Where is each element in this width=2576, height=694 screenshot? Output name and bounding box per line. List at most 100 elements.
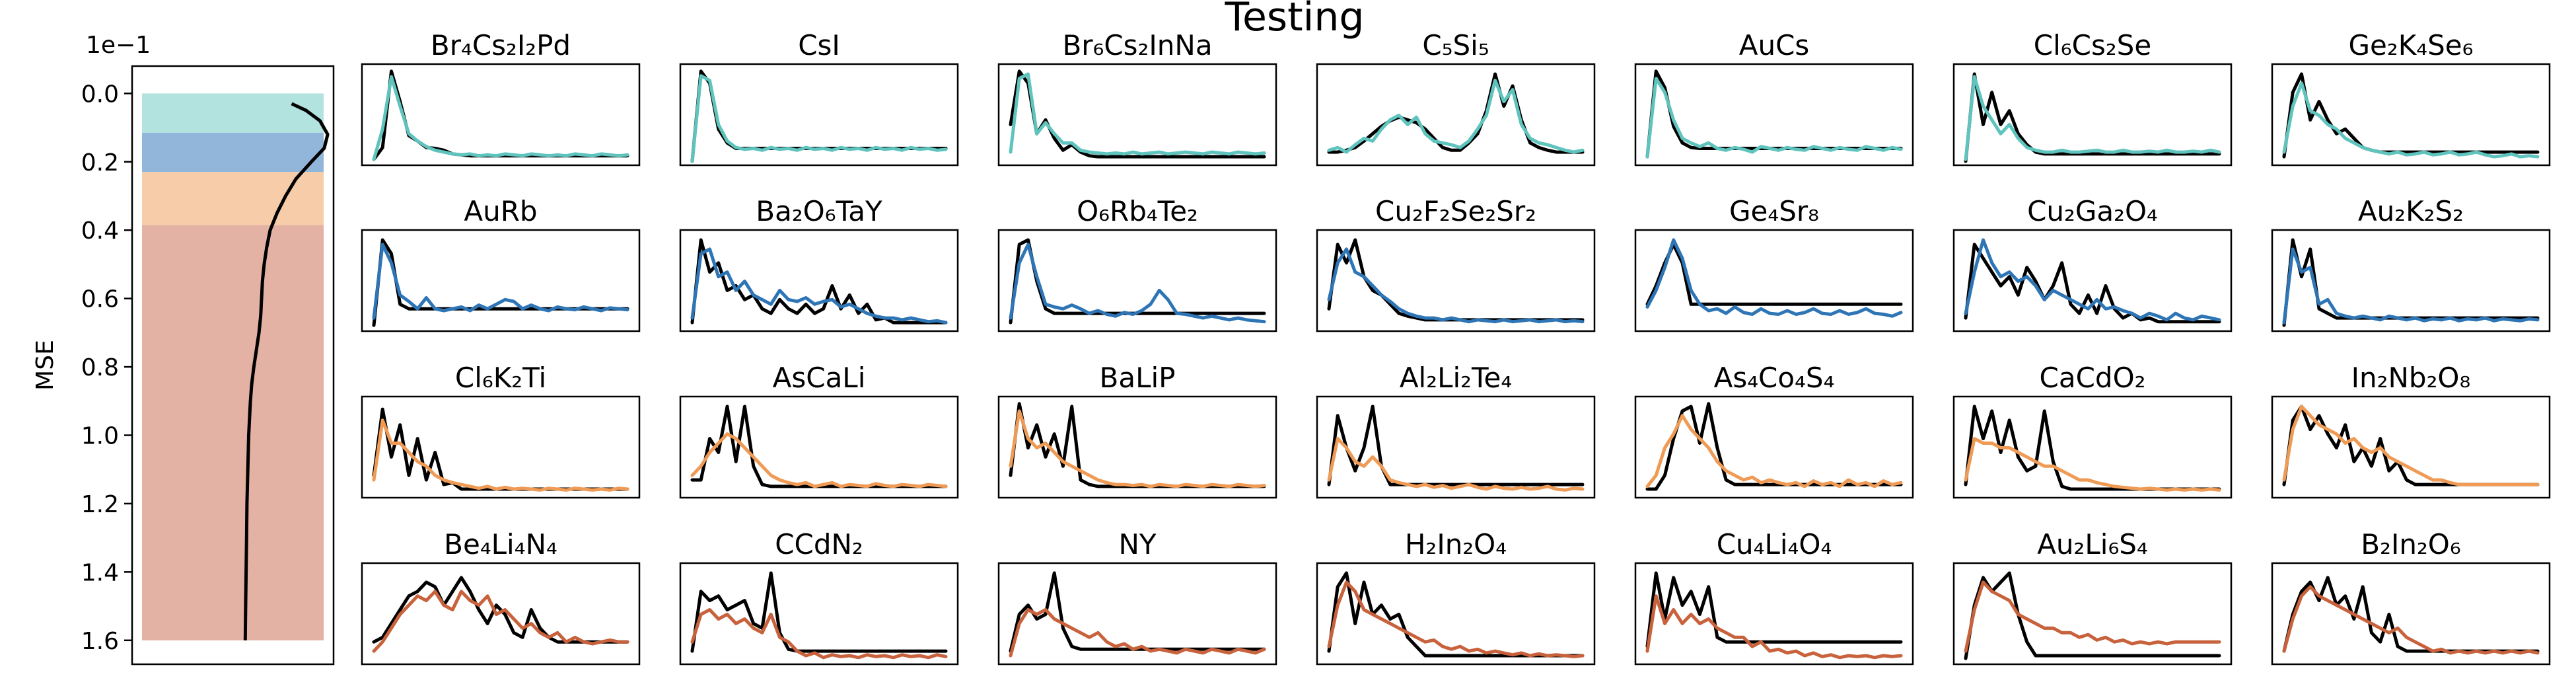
y-tick-label: 0.6	[81, 286, 119, 313]
spectrum-panel: Al₂Li₂Te₄	[1316, 362, 1596, 499]
panel-frame	[997, 395, 1277, 499]
panel-frame	[1316, 63, 1596, 167]
panel-frame	[361, 63, 641, 167]
y-tick-label: 1.4	[81, 559, 119, 586]
spectra-grid: Br₄Cs₂I₂Pd CsI Br₆Cs₂InNa C₅Si₅ AuCs Cl₆Cs₂Se…	[361, 29, 2551, 666]
prediction-line	[1327, 79, 1585, 154]
panel-frame	[679, 63, 959, 167]
y-offset-label: 1e−1	[86, 32, 151, 59]
panel-frame	[1634, 395, 1914, 499]
y-tick-label: 0.4	[81, 217, 119, 245]
panel-frame	[997, 63, 1277, 167]
spectrum-panel: B₂In₂O₆	[2271, 528, 2551, 666]
panel-title: NY	[1118, 528, 1156, 560]
y-tick-label: 1.0	[81, 423, 119, 450]
panel-title: BaLiP	[1100, 362, 1176, 394]
panel-frame	[997, 229, 1277, 332]
prediction-line	[1009, 72, 1266, 156]
panel-frame	[1952, 63, 2233, 167]
spectrum-panel: CaCdO₂	[1952, 362, 2233, 499]
mse-band	[142, 132, 324, 173]
prediction-line	[1009, 608, 1266, 658]
spectrum-panel: AuCs	[1634, 29, 1914, 167]
panel-title: Ge₄Sr₈	[1729, 195, 1819, 227]
spectrum-panel: Br₆Cs₂InNa	[997, 29, 1277, 167]
spectrum-panel: H₂In₂O₄	[1316, 528, 1596, 666]
panel-title: Cu₂F₂Se₂Sr₂	[1375, 195, 1536, 227]
mse-band	[142, 93, 324, 133]
panel-frame	[1952, 395, 2233, 499]
panel-title: AuRb	[464, 195, 537, 227]
panel-frame	[679, 562, 959, 666]
panel-title: In₂Nb₂O₈	[2351, 362, 2471, 394]
spectrum-panel: Ba₂O₆TaY	[679, 195, 959, 332]
spectrum-panel: NY	[997, 528, 1277, 666]
panel-title: Be₄Li₄N₄	[444, 528, 557, 560]
panel-frame	[1316, 562, 1596, 666]
panel-title: Au₂K₂S₂	[2358, 195, 2464, 227]
prediction-line	[372, 418, 629, 492]
spectrum-panel: C₅Si₅	[1316, 29, 1596, 167]
spectrum-panel: Be₄Li₄N₄	[361, 528, 641, 666]
panel-title: CCdN₂	[775, 528, 863, 560]
prediction-line	[372, 243, 629, 320]
panel-title: Cl₆Cs₂Se	[2034, 29, 2151, 61]
spectrum-panel: Ge₂K₄Se₆	[2271, 29, 2551, 167]
panel-frame	[1316, 229, 1596, 332]
prediction-line	[2282, 405, 2540, 486]
panel-frame	[679, 229, 959, 332]
panel-title: Br₆Cs₂InNa	[1062, 29, 1212, 61]
spectrum-panel: O₆Rb₄Te₂	[997, 195, 1277, 332]
spectrum-panel: AuRb	[361, 195, 641, 332]
spectrum-panel: Au₂K₂S₂	[2271, 195, 2551, 332]
y-axis-label: MSE	[32, 340, 59, 391]
panel-title: Ba₂O₆TaY	[756, 195, 882, 227]
truth-line	[1327, 72, 1585, 154]
panel-frame	[361, 395, 641, 499]
spectrum-panel: CCdN₂	[679, 528, 959, 666]
prediction-line	[1327, 580, 1585, 658]
panel-frame	[997, 562, 1277, 666]
panel-title: Ge₂K₄Se₆	[2349, 29, 2474, 61]
y-tick-label: 0.2	[81, 149, 119, 176]
spectrum-panel: AsCaLi	[679, 362, 959, 499]
panel-title: Au₂Li₆S₄	[2037, 528, 2148, 560]
panel-frame	[1952, 229, 2233, 332]
panel-frame	[2271, 562, 2551, 666]
mse-density-panel: 0.0 0.2 0.4 0.6 0.8 1.0 1.2 1.4 1.6 1e−1 MSE	[32, 32, 335, 666]
y-tick-label: 1.6	[81, 628, 119, 655]
panel-frame	[361, 229, 641, 332]
prediction-line	[690, 432, 948, 488]
spectrum-panel: Cu₂Ga₂O₄	[1952, 195, 2233, 332]
prediction-line	[372, 75, 629, 161]
panel-title: H₂In₂O₄	[1405, 528, 1507, 560]
truth-line	[1964, 571, 2221, 660]
panel-frame	[361, 562, 641, 666]
panel-frame	[1634, 562, 1914, 666]
spectrum-panel: As₄Co₄S₄	[1634, 362, 1914, 499]
prediction-line	[690, 247, 948, 325]
y-tick-label: 0.0	[81, 81, 119, 108]
panel-title: AuCs	[1739, 29, 1810, 61]
y-tick-label: 0.8	[81, 354, 119, 381]
prediction-line	[1964, 238, 2221, 322]
spectrum-panel: Cu₄Li₄O₄	[1634, 528, 1914, 666]
prediction-line	[690, 74, 948, 163]
spectrum-panel: In₂Nb₂O₈	[2271, 362, 2551, 499]
panel-title: Cl₆K₂Ti	[455, 362, 546, 394]
truth-line	[1645, 571, 1903, 648]
prediction-line	[1964, 580, 2221, 653]
panel-frame	[1634, 63, 1914, 167]
panel-title: B₂In₂O₆	[2361, 528, 2460, 560]
spectrum-panel: Cu₂F₂Se₂Sr₂	[1316, 195, 1596, 332]
density-curve	[243, 102, 330, 640]
prediction-line	[2282, 585, 2540, 655]
prediction-line	[1009, 409, 1266, 488]
prediction-line	[1645, 238, 1903, 318]
spectrum-panel: Cl₆K₂Ti	[361, 362, 641, 499]
truth-line	[2282, 72, 2540, 159]
panel-title: O₆Rb₄Te₂	[1077, 195, 1198, 227]
mse-band	[142, 225, 324, 640]
panel-title: CaCdO₂	[2040, 362, 2146, 394]
